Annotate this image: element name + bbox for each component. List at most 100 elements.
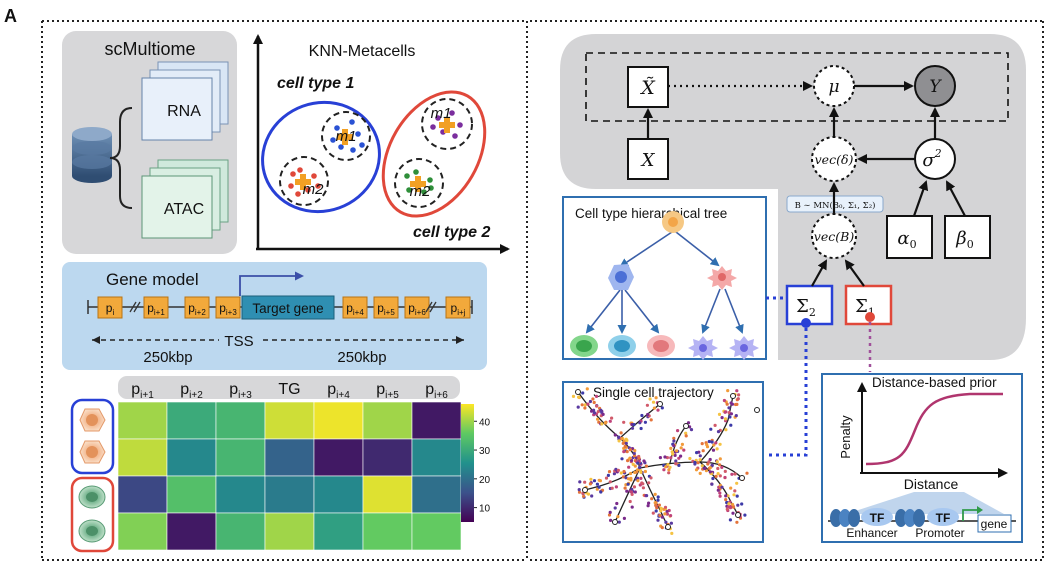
trajectory-point (718, 463, 722, 467)
trajectory-point (698, 471, 702, 475)
nucleosome-icon (830, 509, 860, 527)
heatmap-cell (117, 438, 168, 477)
trajectory-point (725, 402, 729, 406)
trajectory-point (693, 460, 697, 465)
hier-tree-panel: Cell type hierarchical tree (562, 196, 767, 360)
trajectory-point (688, 456, 692, 461)
alpha0-label: α0 (897, 228, 916, 251)
trajectory-point (621, 441, 625, 445)
prior-x-label: Distance (904, 476, 959, 492)
trajectory-point (624, 476, 628, 480)
ct1-m2-label: m2 (303, 181, 324, 198)
trajectory-point (737, 393, 741, 397)
trajectory-point (731, 511, 735, 515)
trajectory-point (654, 396, 658, 400)
database-icon (72, 127, 112, 183)
colorbar-tick-label: 10 (479, 504, 491, 515)
trajectory-point (710, 463, 714, 467)
trajectory-point (649, 418, 653, 422)
atac-card: ATAC (141, 159, 229, 239)
trajectory-point (711, 476, 715, 481)
trajectory-point (733, 472, 737, 476)
trajectory-point (718, 457, 722, 461)
trajectory-point (622, 469, 626, 474)
distance-left-label: 250kbp (143, 349, 192, 366)
trajectory-point (627, 465, 631, 469)
ct2-m1-label: m1 (431, 105, 452, 122)
trajectory-point (650, 497, 654, 501)
trajectory-point (577, 395, 581, 399)
trajectory-point (665, 509, 669, 514)
trajectory-point (669, 521, 674, 525)
trajectory-point (639, 476, 643, 480)
trajectory-point (622, 450, 626, 454)
trajectory-point (734, 414, 738, 418)
trajectory-point (651, 511, 655, 515)
gene-box (977, 514, 1012, 533)
node-beta0 (944, 215, 991, 259)
trajectory-point (728, 518, 733, 522)
trajectory-point (672, 439, 676, 443)
trajectory-point (674, 462, 678, 466)
trajectory-point (659, 506, 663, 510)
trajectory-point (715, 460, 719, 464)
heatmap-cell (313, 475, 364, 514)
heatmap-cell (166, 438, 217, 477)
gene-model-box: Gene model Target gene pi pi+1 pi+2 pi+3 pi… (62, 262, 487, 370)
trajectory-point (729, 401, 733, 405)
green-cell-icon (78, 485, 106, 509)
peak-box: pi+3 (215, 296, 241, 319)
trajectory-point (619, 431, 623, 435)
trajectory-point (674, 459, 678, 463)
heatmap-cell (411, 438, 462, 477)
heatmap-column-header: pi+3 (229, 381, 252, 401)
heatmap-cell (411, 475, 462, 514)
rna-card: RNA (141, 61, 229, 141)
trajectory-point (610, 486, 614, 490)
trajectory-point (713, 423, 717, 427)
trajectory-point (613, 433, 617, 437)
trajectory-point (716, 488, 720, 492)
trajectory-point (606, 473, 611, 477)
trajectory-point (732, 493, 736, 497)
trajectory-point (658, 513, 662, 518)
peak-box: pi+1 (143, 296, 169, 319)
peak-label: pi (106, 301, 115, 317)
heatmap-cell (166, 401, 217, 440)
model-edges (643, 81, 966, 287)
trajectory-point (679, 446, 683, 450)
prior-title: Distance-based prior (872, 375, 997, 390)
sigma-2-anchor (801, 318, 811, 328)
trajectory-point (659, 509, 663, 513)
peaks-left: pi pi+1 pi+2 pi+3 (97, 296, 241, 319)
ct1-m1-label: m1 (336, 128, 357, 145)
heatmap-cell (166, 475, 217, 514)
model-region: X̃ X μ Y vec(δ) σ2 B ∼ MN(B₀, Σ₁, Σ₂) ve… (560, 34, 1026, 360)
trajectory-point (716, 466, 720, 471)
trajectory-point (629, 490, 634, 494)
trajectory-point (649, 476, 653, 480)
trajectory-point (686, 421, 691, 425)
heatmap-cell (215, 438, 266, 477)
trajectory-point (735, 389, 739, 393)
trajectory-point (675, 449, 679, 453)
trajectory-point (653, 492, 657, 496)
trajectory-point (710, 440, 714, 444)
tss-label: TSS (224, 333, 253, 350)
trajectory-point (723, 410, 727, 414)
trajectory-point (708, 457, 712, 462)
heatmap-cell (117, 512, 168, 551)
trajectory-point (625, 438, 629, 442)
green-cell-icon (78, 519, 106, 543)
trajectory-point (672, 436, 676, 440)
trajectory-point (591, 397, 595, 401)
peak-label: pi+3 (219, 301, 237, 317)
trajectory-point (592, 411, 597, 415)
gene-label: gene (981, 517, 1008, 531)
trajectory-point (695, 451, 699, 455)
trajectory-point (628, 499, 632, 504)
trajectory-point (594, 394, 599, 398)
metacell-ct1-m1 (321, 111, 371, 161)
peaks-right: pi+4 pi+5 pi+6 pi+j (342, 296, 471, 319)
plate (585, 52, 1009, 122)
